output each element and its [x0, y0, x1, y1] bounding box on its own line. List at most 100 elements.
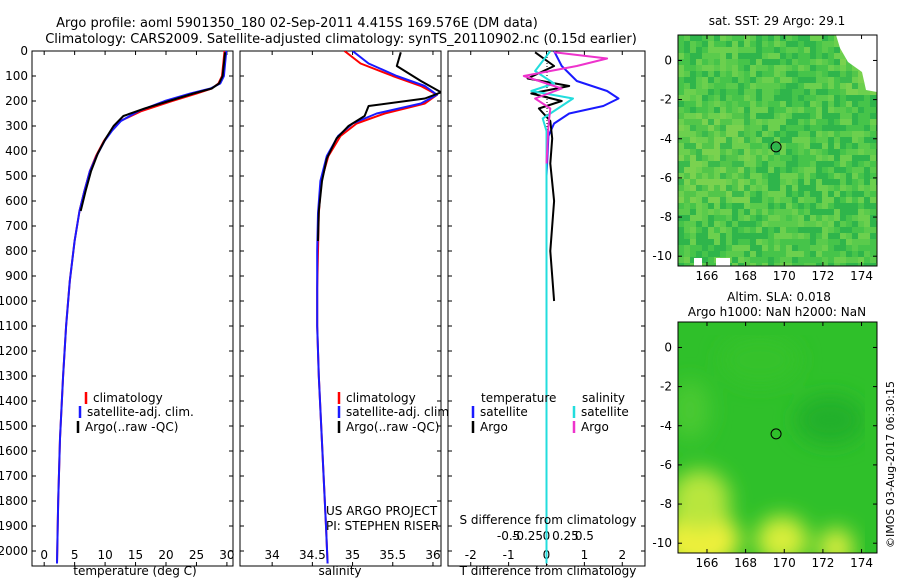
sst-map-cell: [810, 191, 816, 197]
sst-map-cell: [708, 137, 714, 143]
sst-map-cell: [786, 83, 792, 89]
sst-map-cell: [780, 149, 786, 155]
sst-map-cell: [750, 71, 756, 77]
sst-map-cell: [786, 179, 792, 185]
map-x-tick-label: 166: [696, 269, 719, 283]
sst-map-cell: [852, 143, 858, 149]
sst-map-cell: [828, 209, 834, 215]
sst-map-cell: [744, 221, 750, 227]
sst-map-cell: [804, 59, 810, 65]
sst-map-cell: [864, 257, 870, 263]
sst-map-cell: [828, 77, 834, 83]
sst-map-cell: [732, 167, 738, 173]
sst-map-cell: [846, 95, 852, 101]
sst-map-cell: [792, 239, 798, 245]
sst-map-cell: [678, 119, 684, 125]
sst-map-cell: [732, 257, 738, 263]
sst-map-cell: [870, 203, 876, 209]
sst-map-cell: [786, 119, 792, 125]
sst-map-cell: [702, 119, 708, 125]
sst-map-cell: [822, 185, 828, 191]
sst-map-cell: [720, 125, 726, 131]
sst-map-cell: [780, 263, 786, 266]
sst-map-cell: [846, 191, 852, 197]
sst-map-cell: [750, 119, 756, 125]
sst-map-cell: [846, 185, 852, 191]
sst-map-cell: [822, 227, 828, 233]
sst-map-cell: [732, 161, 738, 167]
sst-map-cell: [834, 95, 840, 101]
sst-map-cell: [702, 251, 708, 257]
sst-map-cell: [750, 41, 756, 47]
sst-map-cell: [840, 185, 846, 191]
sst-map-cell: [846, 203, 852, 209]
sst-map-cell: [690, 131, 696, 137]
sst-map-cell: [684, 119, 690, 125]
sst-map-cell: [798, 179, 804, 185]
sst-map-cell: [756, 191, 762, 197]
sst-map-cell: [690, 221, 696, 227]
sst-map-cell: [798, 215, 804, 221]
sst-map-cell: [726, 77, 732, 83]
sst-map-cell: [792, 257, 798, 263]
sst-map-cell: [816, 107, 822, 113]
sst-map-cell: [726, 233, 732, 239]
sst-map-cell: [702, 197, 708, 203]
sst-map-cell: [846, 221, 852, 227]
sst-map-cell: [834, 179, 840, 185]
sst-map-cell: [678, 35, 684, 41]
series-line-salinity-satellite: [530, 51, 574, 564]
sst-map-cell: [852, 155, 858, 161]
x-tick-label: 34.5: [299, 548, 326, 562]
sst-map-cell: [852, 173, 858, 179]
sst-map-cell: [738, 251, 744, 257]
sst-map-cell: [792, 191, 798, 197]
s-tick-label: 0.25: [552, 529, 579, 543]
sst-map-cell: [750, 227, 756, 233]
sst-map-cell: [708, 239, 714, 245]
sst-map-cell: [768, 167, 774, 173]
sst-map-cell: [780, 71, 786, 77]
sst-map-cell: [822, 119, 828, 125]
sst-map-cell: [768, 53, 774, 59]
sst-map-cell: [738, 77, 744, 83]
sst-map-cell: [690, 155, 696, 161]
sst-map-cell: [750, 191, 756, 197]
sst-map-cell: [762, 119, 768, 125]
sst-map-cell: [774, 203, 780, 209]
sst-map-cell: [858, 77, 864, 83]
sst-map-cell: [840, 191, 846, 197]
sst-map-cell: [834, 149, 840, 155]
sst-map-cell: [732, 149, 738, 155]
sst-map-cell: [762, 71, 768, 77]
sst-map-cell: [678, 143, 684, 149]
sst-map-cell: [870, 209, 876, 215]
sst-map-cell: [828, 185, 834, 191]
sst-map-cell: [684, 41, 690, 47]
sst-map-cell: [690, 245, 696, 251]
sst-map-cell: [708, 125, 714, 131]
sst-map-cell: [690, 71, 696, 77]
sst-map-cell: [744, 239, 750, 245]
sst-map-cell: [756, 143, 762, 149]
sst-map-cell: [810, 179, 816, 185]
sst-map-cell: [678, 215, 684, 221]
sst-map-cell: [696, 143, 702, 149]
sst-map-cell: [678, 65, 684, 71]
sst-map-cell: [714, 161, 720, 167]
sst-map-cell: [774, 197, 780, 203]
sst-map-cell: [750, 209, 756, 215]
sst-map-cell: [750, 245, 756, 251]
sst-map-cell: [864, 221, 870, 227]
sst-map-cell: [762, 191, 768, 197]
sst-map-cell: [840, 251, 846, 257]
sst-map-cell: [798, 239, 804, 245]
map-y-tick-label: 0: [664, 340, 672, 354]
sst-map-cell: [756, 221, 762, 227]
sst-map-cell: [714, 233, 720, 239]
sst-map-cell: [774, 113, 780, 119]
sst-map-cell: [744, 143, 750, 149]
sst-map-cell: [732, 83, 738, 89]
temperature-plot-frame: [31, 50, 234, 567]
sst-map-cell: [840, 161, 846, 167]
